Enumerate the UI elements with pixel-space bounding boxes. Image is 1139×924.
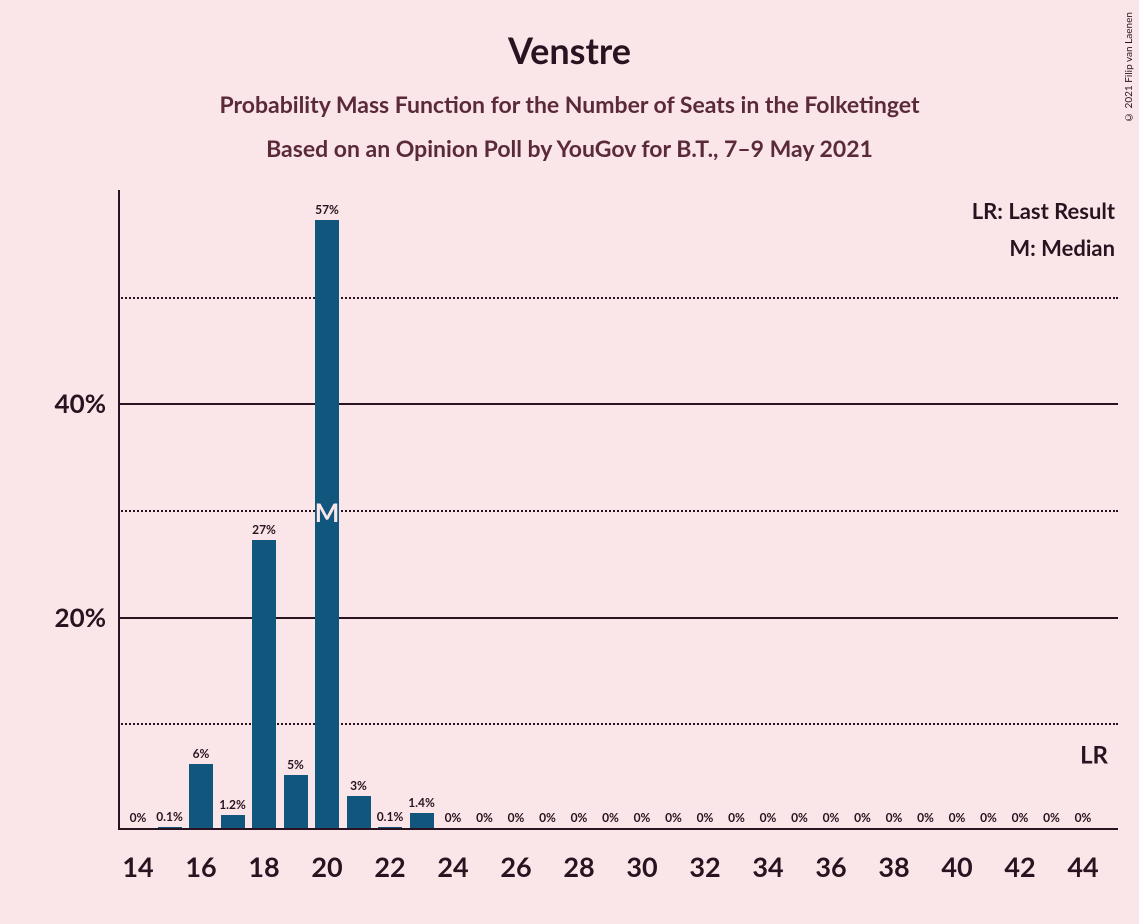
bar-value-label: 0% (445, 810, 462, 825)
y-tick-label: 20% (55, 601, 106, 633)
grid-minor (118, 297, 1118, 299)
chart-area: 20%40%0%0.1%6%1.2%27%5%57%3%0.1%1.4%0%0%… (118, 190, 1118, 830)
bar: 6% (189, 764, 213, 828)
bar-value-label: 5% (287, 757, 304, 772)
bar-value-label: 0% (634, 810, 651, 825)
x-tick-label: 14 (122, 850, 153, 883)
bar-value-label: 0% (917, 810, 934, 825)
x-tick-label: 34 (752, 850, 783, 883)
x-tick-label: 44 (1067, 850, 1098, 883)
bar-value-label: 0% (665, 810, 682, 825)
bar-value-label: 6% (193, 746, 210, 761)
chart-subtitle: Probability Mass Function for the Number… (0, 90, 1139, 118)
plot: 20%40%0%0.1%6%1.2%27%5%57%3%0.1%1.4%0%0%… (118, 190, 1118, 830)
x-tick-label: 28 (563, 850, 594, 883)
x-tick-label: 38 (878, 850, 909, 883)
bar-value-label: 0% (571, 810, 588, 825)
x-tick-label: 30 (626, 850, 657, 883)
bar: 0.1% (158, 827, 182, 828)
x-tick-label: 20 (311, 850, 342, 883)
x-tick-label: 42 (1004, 850, 1035, 883)
bar-value-label: 27% (252, 522, 276, 537)
bar: 5% (284, 775, 308, 828)
grid-major (118, 403, 1118, 405)
median-marker: M (315, 496, 340, 528)
copyright: © 2021 Filip van Laenen (1123, 12, 1135, 123)
y-tick-label: 40% (55, 387, 106, 419)
bar-value-label: 0% (728, 810, 745, 825)
x-tick-label: 22 (374, 850, 405, 883)
x-tick-label: 18 (248, 850, 279, 883)
grid-minor (118, 510, 1118, 512)
bar-value-label: 1.2% (219, 797, 246, 812)
x-tick-label: 26 (500, 850, 531, 883)
x-axis (118, 828, 1118, 830)
bar-value-label: 0% (130, 810, 147, 825)
x-tick-label: 40 (941, 850, 972, 883)
bar-value-label: 0% (1043, 810, 1060, 825)
x-tick-label: 16 (185, 850, 216, 883)
bar-value-label: 0% (476, 810, 493, 825)
bar-value-label: 0% (539, 810, 556, 825)
x-tick-label: 32 (689, 850, 720, 883)
bar-value-label: 57% (315, 202, 339, 217)
bar-value-label: 0% (1012, 810, 1029, 825)
bar-value-label: 0% (949, 810, 966, 825)
bar-value-label: 0% (823, 810, 840, 825)
bar-value-label: 1.4% (408, 795, 435, 810)
bar-value-label: 3% (350, 778, 367, 793)
bar: 27% (252, 540, 276, 828)
bar: 0.1% (378, 827, 402, 828)
bar-value-label: 0% (1075, 810, 1092, 825)
bar-value-label: 0.1% (377, 809, 404, 824)
bar: 1.4% (410, 813, 434, 828)
bar-value-label: 0% (602, 810, 619, 825)
bar-value-label: 0% (854, 810, 871, 825)
bar-value-label: 0% (760, 810, 777, 825)
lr-marker: LR (1080, 741, 1108, 770)
bar-value-label: 0% (697, 810, 714, 825)
bar-value-label: 0% (791, 810, 808, 825)
bar-value-label: 0% (980, 810, 997, 825)
bar-value-label: 0% (508, 810, 525, 825)
chart-title: Venstre (0, 0, 1139, 72)
bar-value-label: 0% (886, 810, 903, 825)
x-tick-label: 24 (437, 850, 468, 883)
bar: 1.2% (221, 815, 245, 828)
x-tick-label: 36 (815, 850, 846, 883)
bar: 3% (347, 796, 371, 828)
chart-subtitle-2: Based on an Opinion Poll by YouGov for B… (0, 134, 1139, 162)
bar-value-label: 0.1% (156, 809, 183, 824)
